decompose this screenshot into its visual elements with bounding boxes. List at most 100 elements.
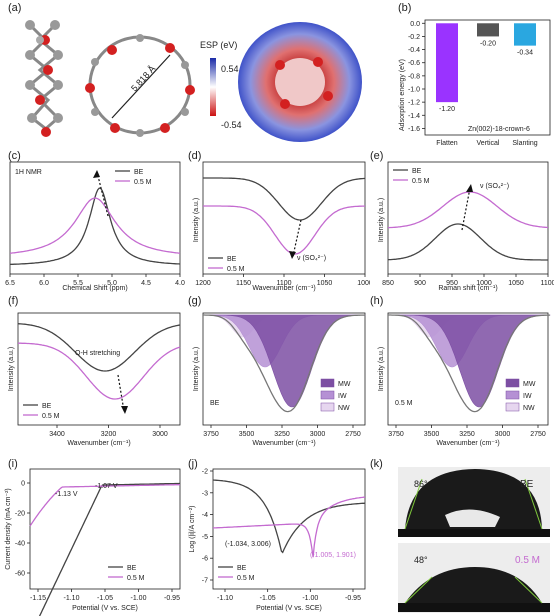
i-ytick-label: -60 <box>15 571 25 578</box>
panel-label-e: (e) <box>370 150 384 162</box>
f-legend-be: BE <box>42 403 52 410</box>
b-ytick-label: -0.6 <box>408 60 420 67</box>
c-series-05m <box>9 197 181 254</box>
h-xtick-label: 2750 <box>530 431 546 438</box>
g-legend-swatch-nw <box>320 402 335 412</box>
esp-title: ESP (eV) <box>200 40 237 50</box>
f-arrow-head <box>121 406 128 414</box>
h-legend-mw: MW <box>523 381 536 388</box>
f-shift-arrow <box>117 374 125 412</box>
b-ytick-label: -1.2 <box>408 100 420 107</box>
i-legend-05m: 0.5 M <box>127 575 145 582</box>
panel-label-j: (j) <box>188 458 198 470</box>
g-xlabel: Wavenumber (cm⁻¹) <box>252 440 315 447</box>
k-substrate-05m <box>398 603 550 612</box>
d-xtick-label: 1150 <box>236 280 251 287</box>
i-ytick-label: -40 <box>15 541 25 548</box>
molecule-side-atoms <box>25 20 63 137</box>
j-xtick-label: -1.10 <box>217 595 233 602</box>
panel-e-raman-chart: Intensity (a.u.) ν (SO₄²⁻) BE 0.5 M 850 9… <box>378 161 554 292</box>
b-bar-value-label: -1.20 <box>439 106 455 113</box>
k-label-be: BE <box>520 479 534 490</box>
i-series-be <box>38 482 181 616</box>
k-droplet-be <box>405 469 542 529</box>
d-x-ticks: 1200 1150 1100 1050 1000 <box>195 274 370 287</box>
d-xtick-label: 1100 <box>276 280 291 287</box>
g-component-areas <box>203 314 366 408</box>
b-ytick-label: -1.4 <box>408 113 420 120</box>
i-ann-be: -1.07 V <box>95 483 118 490</box>
k-reflection-be <box>445 509 500 527</box>
panel-a-molecule-figure: 5.818 Å ESP (eV) 0.54 -0.54 <box>25 20 362 142</box>
panel-d-ir-sulfate-chart: Intensity (a.u.) ν (SO₄²⁻) BE 0.5 M 1200… <box>193 161 370 292</box>
c-xlabel: Chemical Shift (ppm) <box>62 285 127 292</box>
j-ytick-label: -6 <box>202 556 208 563</box>
h-legend-swatch-nw <box>505 402 520 412</box>
esp-surface <box>238 22 362 142</box>
i-x-ticks: -1.15 -1.10 -1.05 -1.00 -0.95 <box>30 589 180 602</box>
g-xtick-label: 3250 <box>274 431 290 438</box>
i-xtick-label: -1.15 <box>30 595 46 602</box>
j-ytick-label: -4 <box>202 512 208 519</box>
b-bar-value-label: -0.20 <box>480 40 496 47</box>
e-series-be <box>387 223 548 261</box>
j-y-ticks: -2 -3 -4 -5 -6 -7 <box>202 469 213 585</box>
panel-label-d: (d) <box>188 150 202 162</box>
k-tangent-05m-r <box>514 576 543 604</box>
e-xtick-label: 950 <box>446 280 458 287</box>
i-xtick-label: -1.10 <box>64 595 80 602</box>
g-x-ticks: 3750 3500 3250 3000 2750 <box>203 425 361 438</box>
panel-f-ir-oh-chart: Intensity (a.u.) O-H stretching BE 0.5 M… <box>8 312 181 447</box>
j-ytick-label: -7 <box>202 578 208 585</box>
b-ytick-label: -0.2 <box>408 34 420 41</box>
f-xtick-label: 3000 <box>152 431 168 438</box>
c-xtick-label: 4.5 <box>141 280 151 287</box>
d-xlabel: Wavenumber (cm⁻¹) <box>252 285 315 292</box>
panel-label-f: (f) <box>8 295 19 307</box>
c-xtick-label: 5.5 <box>73 280 83 287</box>
h-xtick-label: 3250 <box>459 431 475 438</box>
e-shift-arrow <box>461 187 471 231</box>
panel-j-tafel-chart: Log (|i|/A cm⁻²) -2 -3 -4 -5 -6 -7 (-1.034, 3… <box>189 469 366 612</box>
d-xtick-label: 1000 <box>357 280 370 287</box>
h-xtick-label: 3500 <box>424 431 440 438</box>
b-bar-flatten <box>436 23 458 103</box>
d-arrow-head <box>289 251 296 259</box>
i-xtick-label: -0.95 <box>164 595 180 602</box>
g-xtick-label: 2750 <box>345 431 361 438</box>
esp-min: -0.54 <box>221 120 242 130</box>
c-xtick-label: 5.0 <box>107 280 117 287</box>
panel-label-c: (c) <box>8 150 21 162</box>
e-legend-be: BE <box>412 168 422 175</box>
g-xtick-label: 3750 <box>203 431 219 438</box>
e-ylabel: Intensity (a.u.) <box>378 198 385 242</box>
d-series-05m <box>203 205 365 255</box>
f-xlabel: Wavenumber (cm⁻¹) <box>67 440 130 447</box>
f-ylabel: Intensity (a.u.) <box>8 347 15 391</box>
f-annotation: O-H stretching <box>75 350 120 357</box>
g-xtick-label: 3500 <box>239 431 255 438</box>
g-legend-iw: IW <box>338 393 347 400</box>
c-xtick-label: 6.5 <box>5 280 15 287</box>
g-legend-swatch-mw <box>320 378 335 388</box>
d-legend-be: BE <box>227 256 237 263</box>
j-ann-05m: (-1.005, 1.901) <box>310 552 356 559</box>
b-xtick-label: Flatten <box>436 140 458 147</box>
e-xtick-label: 900 <box>414 280 426 287</box>
d-xtick-label: 1200 <box>195 280 211 287</box>
c-xtick-label: 4.0 <box>175 280 185 287</box>
h-legend-swatch-mw <box>505 378 520 388</box>
panel-b-adsorption-chart: Adsorption energy (eV) 0.0 -0.2 -0.4 -0.6 -0… <box>399 19 551 147</box>
f-xtick-label: 3400 <box>49 431 65 438</box>
e-series-05m <box>387 191 549 229</box>
e-xtick-label: 1000 <box>476 280 492 287</box>
h-xtick-label: 3750 <box>388 431 404 438</box>
b-xtick-label: Vertical <box>477 140 500 147</box>
h-ylabel: Intensity (a.u.) <box>378 347 385 391</box>
c-legend-05m: 0.5 M <box>134 179 152 186</box>
k-droplet-05m <box>405 567 542 603</box>
i-xtick-label: -1.00 <box>131 595 147 602</box>
i-ylabel: Current density (mA cm⁻²) <box>5 488 12 570</box>
j-legend-be: BE <box>237 565 247 572</box>
